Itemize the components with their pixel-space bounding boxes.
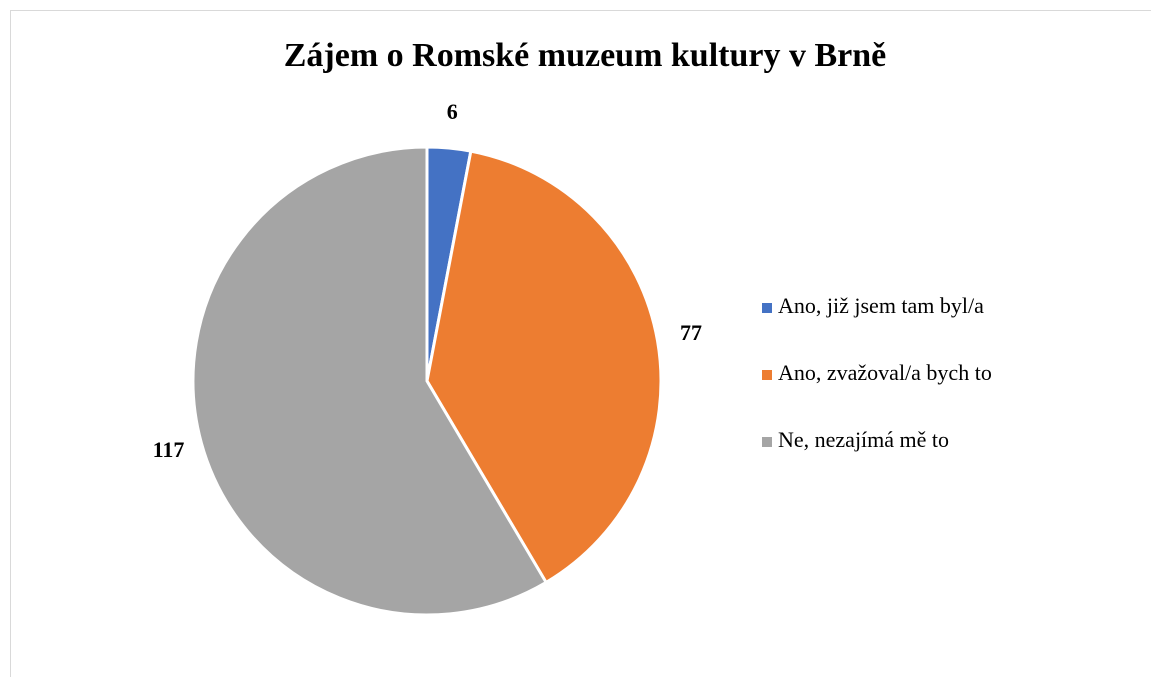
data-label: 117 <box>153 437 185 462</box>
legend-swatch <box>762 370 772 380</box>
chart-title: Zájem o Romské muzeum kultury v Brně <box>284 37 887 74</box>
data-label: 6 <box>447 99 458 124</box>
pie-slice <box>191 145 549 617</box>
legend-label: Ano, zvažoval/a bych to <box>778 360 992 385</box>
pie-slice <box>425 149 663 585</box>
legend-swatch <box>762 303 772 313</box>
legend-label: Ne, nezajímá mě to <box>778 427 949 452</box>
data-label: 77 <box>680 320 702 345</box>
legend-label: Ano, již jsem tam byl/a <box>778 293 984 318</box>
legend-swatch <box>762 437 772 447</box>
